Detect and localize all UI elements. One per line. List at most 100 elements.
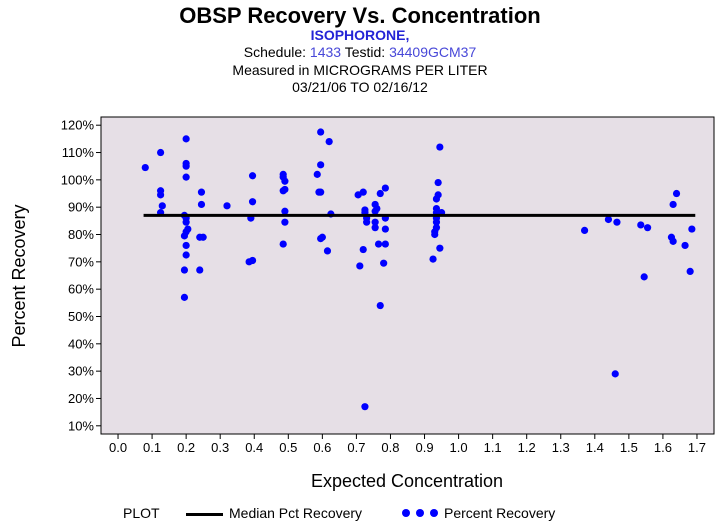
y-tick-label: 80% — [68, 227, 94, 242]
data-point — [182, 241, 190, 250]
y-tick-label: 60% — [68, 282, 94, 297]
y-tick-label: 30% — [68, 364, 94, 379]
legend: PLOT Median Pct Recovery Percent Recover… — [0, 505, 720, 525]
data-point — [279, 170, 287, 178]
data-point — [281, 218, 289, 226]
data-point — [180, 293, 189, 301]
analyte-name: ISOPHORONE, — [310, 27, 410, 43]
data-point — [184, 225, 192, 233]
y-tick-label: 120% — [61, 118, 95, 133]
data-point — [669, 200, 677, 209]
data-point — [371, 218, 379, 226]
data-point — [643, 224, 652, 232]
data-point — [325, 137, 333, 146]
data-point — [371, 224, 379, 232]
date-range: 03/21/06 TO 02/16/12 — [292, 79, 428, 95]
schedule-value: 1433 — [309, 44, 342, 60]
data-point — [323, 247, 332, 255]
y-tick-label: 100% — [61, 172, 95, 187]
data-point — [197, 188, 206, 196]
data-point — [156, 191, 165, 199]
data-point — [688, 225, 696, 233]
data-point — [317, 161, 325, 169]
data-point — [374, 240, 383, 248]
x-tick-label: 0.8 — [381, 440, 399, 455]
data-point — [199, 233, 207, 241]
data-point — [381, 240, 389, 248]
y-tick-label: 10% — [68, 418, 94, 433]
x-tick-label: 1.4 — [586, 440, 604, 455]
data-point — [182, 159, 190, 168]
x-tick-label: 0.9 — [415, 440, 433, 455]
data-point — [359, 245, 367, 254]
data-point — [313, 170, 321, 178]
y-tick-label: 110% — [62, 145, 95, 160]
data-point — [429, 255, 437, 263]
data-point — [381, 225, 389, 233]
data-point — [281, 207, 289, 215]
data-point — [381, 184, 389, 192]
data-point — [436, 143, 444, 151]
data-point — [611, 370, 619, 378]
data-point — [376, 189, 384, 198]
legend-point-swatch-2 — [416, 509, 424, 517]
data-point — [318, 233, 326, 241]
data-point — [637, 221, 645, 229]
schedule-line: Schedule: 1433 Testid: 34409GCM37 — [0, 44, 720, 60]
data-point — [434, 191, 442, 199]
legend-median-swatch — [186, 513, 223, 516]
data-point — [180, 266, 189, 274]
data-point — [371, 200, 379, 209]
data-point — [432, 204, 441, 213]
data-point — [279, 240, 287, 248]
y-tick-label: 70% — [68, 254, 94, 269]
data-point — [686, 267, 694, 276]
data-point — [363, 218, 371, 226]
data-point — [248, 256, 257, 265]
chart-title: OBSP Recovery Vs. Concentration — [179, 3, 541, 28]
x-tick-label: 1.1 — [484, 440, 502, 455]
data-point — [248, 172, 257, 180]
data-point — [356, 262, 364, 270]
data-point — [182, 135, 190, 143]
data-point — [317, 128, 325, 136]
legend-point-swatch-3 — [430, 509, 438, 517]
data-point — [361, 206, 369, 214]
testid-value: 34409GCM37 — [389, 44, 477, 60]
legend-points-label: Percent Recovery — [444, 505, 556, 521]
x-tick-label: 0.2 — [177, 440, 195, 455]
x-tick-label: 0.1 — [143, 440, 161, 455]
data-point — [156, 148, 165, 157]
data-point — [158, 202, 166, 210]
data-point — [359, 188, 367, 196]
data-point — [580, 226, 589, 235]
data-point — [672, 189, 681, 198]
data-point — [223, 202, 231, 210]
data-point — [248, 198, 257, 206]
x-tick-label: 0.7 — [347, 440, 365, 455]
x-tick-label: 1.2 — [518, 440, 536, 455]
scatter-chart: 10%20%30%40%50%60%70%80%90%100%110%120% … — [9, 116, 715, 491]
data-point — [436, 244, 444, 252]
x-axis-title: Expected Concentration — [311, 471, 503, 491]
legend-point-swatch-1 — [402, 509, 410, 517]
x-tick-label: 1.0 — [450, 440, 468, 455]
y-tick-label: 20% — [68, 391, 94, 406]
x-tick-label: 1.3 — [552, 440, 570, 455]
legend-median-label: Median Pct Recovery — [229, 505, 363, 521]
data-point — [681, 241, 689, 250]
data-point — [376, 301, 384, 310]
y-tick-label: 50% — [68, 309, 94, 324]
data-point — [182, 173, 190, 181]
x-tick-label: 0.4 — [245, 440, 263, 455]
data-point — [669, 237, 677, 245]
y-tick-label: 90% — [68, 200, 94, 215]
units-line: Measured in MICROGRAMS PER LITER — [232, 62, 488, 78]
x-tick-label: 0.6 — [313, 440, 331, 455]
data-point — [604, 215, 613, 224]
data-point — [613, 218, 621, 226]
data-point — [196, 266, 204, 274]
data-point — [640, 273, 648, 281]
data-point — [281, 185, 289, 194]
schedule-label: Schedule: — [243, 44, 307, 60]
